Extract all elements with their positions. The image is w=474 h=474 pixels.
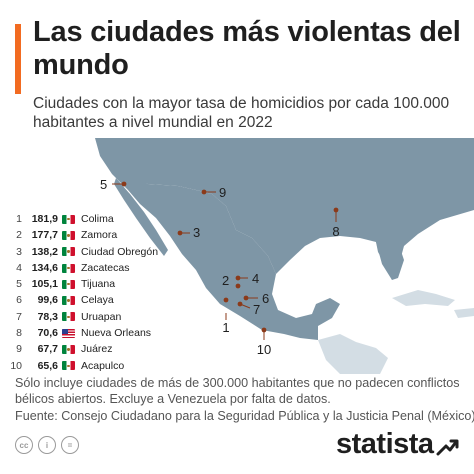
mexico-flag-icon xyxy=(62,247,75,257)
marker-1: 1 xyxy=(222,297,230,335)
chart-subtitle: Ciudades con la mayor tasa de homicidios… xyxy=(33,95,450,131)
marker-6: 6 xyxy=(243,291,269,306)
marker-4: 4 xyxy=(235,271,259,286)
cc-icon[interactable]: cc xyxy=(15,436,33,454)
rank-city: Acapulco xyxy=(81,359,125,372)
rank-value: 105,1 xyxy=(31,278,58,291)
rank-city: Juárez xyxy=(81,343,113,356)
marker-4-label: 4 xyxy=(252,271,259,286)
marker-9-label: 9 xyxy=(219,185,226,200)
rank-value: 78,3 xyxy=(37,310,58,323)
marker-5: 5 xyxy=(100,177,127,192)
ranking-row: 9 67,7 Juárez xyxy=(8,341,178,357)
rank-value: 138,2 xyxy=(31,245,58,258)
marker-10-label: 10 xyxy=(257,342,271,357)
usa-flag-icon xyxy=(62,328,75,338)
marker-3: 3 xyxy=(177,225,200,240)
rank-number: 9 xyxy=(16,343,22,356)
rank-city: Ciudad Obregón xyxy=(81,245,159,258)
rank-number: 10 xyxy=(10,359,22,372)
statista-logo[interactable]: statista xyxy=(336,428,434,460)
info-icon[interactable]: i xyxy=(38,436,56,454)
license-icons: cc i = xyxy=(15,436,79,454)
rank-value: 181,9 xyxy=(31,213,58,225)
map-svg: 1 2 3 4 5 xyxy=(95,138,474,374)
marker-1-label: 1 xyxy=(222,320,229,335)
rank-city: Uruapan xyxy=(81,310,122,323)
mexico-flag-icon xyxy=(62,263,75,273)
marker-10: 10 xyxy=(257,327,271,357)
rank-value: 99,6 xyxy=(37,294,58,307)
mexico-flag-icon xyxy=(62,345,75,355)
ranking-row: 3 138,2 Ciudad Obregón xyxy=(8,244,178,260)
rank-number: 8 xyxy=(16,327,22,340)
marker-5-label: 5 xyxy=(100,177,107,192)
ranking-row: 8 70,6 Nueva Orleans xyxy=(8,325,178,341)
mexico-flag-icon xyxy=(62,279,75,289)
map: 1 2 3 4 5 xyxy=(0,138,474,374)
title-accent-bar xyxy=(15,24,21,94)
rank-value: 70,6 xyxy=(37,327,58,340)
source-note: Fuente: Consejo Ciudadano para la Seguri… xyxy=(15,409,474,423)
mexico-flag-icon xyxy=(62,296,75,306)
mexico-flag-icon xyxy=(62,230,75,240)
marker-2-label: 2 xyxy=(222,273,229,288)
chart-title: Las ciudades más violentas del mundo xyxy=(33,16,461,81)
rank-value: 134,6 xyxy=(31,261,58,274)
rank-number: 3 xyxy=(16,245,22,258)
ranking-row: 6 99,6 Celaya xyxy=(8,292,178,308)
marker-3-label: 3 xyxy=(193,225,200,240)
rank-value: 65,6 xyxy=(37,359,58,372)
rank-number: 1 xyxy=(16,213,22,225)
mexico-flag-icon xyxy=(62,361,75,371)
rank-number: 5 xyxy=(16,278,22,291)
mexico-flag-icon xyxy=(62,312,75,322)
cuba-shape xyxy=(392,290,455,306)
rank-city: Zacatecas xyxy=(81,261,130,274)
ranking-row: 7 78,3 Uruapan xyxy=(8,309,178,325)
marker-8-label: 8 xyxy=(332,224,339,239)
footnote: Sólo incluye ciudades de más de 300.000 … xyxy=(15,376,460,406)
mexico-shape xyxy=(112,174,340,340)
rank-value: 177,7 xyxy=(31,229,58,242)
marker-7: 7 xyxy=(237,301,260,317)
ranking-row: 5 105,1 Tijuana xyxy=(8,276,178,292)
baja-california-shape xyxy=(114,178,168,256)
marker-7-label: 7 xyxy=(253,302,260,317)
equals-icon[interactable]: = xyxy=(61,436,79,454)
statista-arrow-icon xyxy=(436,439,459,456)
ranking-list: 1 181,9 Colima 2 177,7 Zamora 3 138,2 Ci… xyxy=(8,211,178,374)
hispaniola-shape xyxy=(454,308,474,318)
central-america-shape xyxy=(318,334,388,374)
rank-city: Celaya xyxy=(81,294,114,307)
florida-shape xyxy=(376,242,404,280)
marker-2: 2 xyxy=(222,273,241,289)
ranking-row: 2 177,7 Zamora xyxy=(8,227,178,243)
rank-number: 6 xyxy=(16,294,22,307)
marker-9: 9 xyxy=(201,185,226,200)
ranking-row: 4 134,6 Zacatecas xyxy=(8,260,178,276)
rank-number: 7 xyxy=(16,310,22,323)
rank-number: 2 xyxy=(16,229,22,242)
marker-6-label: 6 xyxy=(262,291,269,306)
rank-city: Colima xyxy=(81,213,114,225)
rank-value: 67,7 xyxy=(37,343,58,356)
rank-city: Zamora xyxy=(81,229,118,242)
rank-city: Nueva Orleans xyxy=(81,327,152,340)
rank-city: Tijuana xyxy=(81,278,116,291)
ranking-row: 1 181,9 Colima xyxy=(8,211,178,227)
mexico-flag-icon xyxy=(62,214,75,224)
marker-8: 8 xyxy=(332,207,340,239)
ranking-row: 10 65,6 Acapulco xyxy=(8,358,178,374)
rank-number: 4 xyxy=(16,261,22,274)
